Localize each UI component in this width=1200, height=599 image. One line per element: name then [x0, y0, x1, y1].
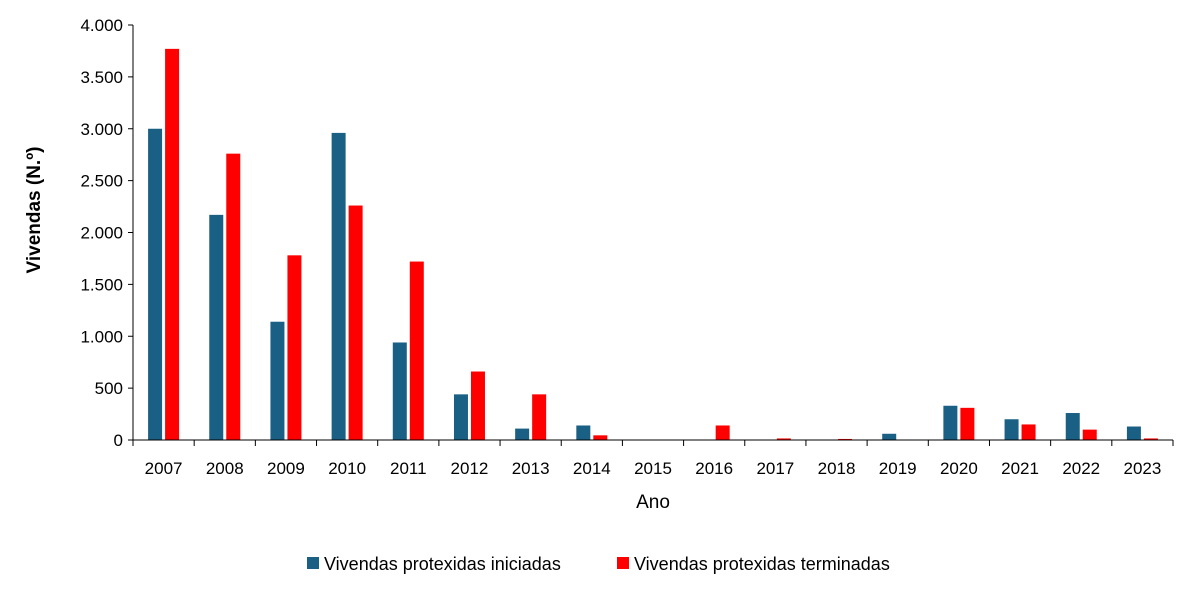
y-tick-label: 2.000	[80, 224, 123, 243]
y-tick-label: 1.000	[80, 327, 123, 346]
bar-iniciadas-2014	[576, 425, 591, 440]
y-tick-label: 3.500	[80, 68, 123, 87]
bar-terminadas-2010	[348, 205, 363, 440]
bar-terminadas-2007	[165, 48, 180, 441]
bar-terminadas-2023	[1143, 438, 1158, 440]
bar-terminadas-2018	[838, 438, 853, 440]
bar-terminadas-2021	[1021, 424, 1036, 440]
bar-terminadas-2013	[532, 394, 547, 440]
x-tick-label-2023: 2023	[1123, 459, 1161, 478]
bar-terminadas-2008	[226, 153, 241, 440]
x-tick-label-2009: 2009	[267, 459, 305, 478]
bar-terminadas-2017	[776, 438, 791, 440]
x-axis-title: Ano	[636, 492, 670, 513]
bar-terminadas-2009	[287, 255, 302, 440]
legend-label-iniciadas: Vivendas protexidas iniciadas	[324, 554, 561, 574]
x-tick-label-2010: 2010	[328, 459, 366, 478]
bar-terminadas-2012	[470, 371, 485, 440]
bar-iniciadas-2011	[392, 342, 407, 440]
y-tick-label: 500	[95, 379, 123, 398]
y-tick-label: 3.000	[80, 120, 123, 139]
bar-iniciadas-2020	[943, 405, 958, 440]
x-tick-label-2015: 2015	[634, 459, 672, 478]
x-tick-label-2007: 2007	[145, 459, 183, 478]
x-tick-label-2014: 2014	[573, 459, 611, 478]
legend-label-terminadas: Vivendas protexidas terminadas	[634, 554, 890, 574]
x-tick-label-2016: 2016	[695, 459, 733, 478]
bar-iniciadas-2021	[1004, 419, 1019, 440]
bar-iniciadas-2022	[1065, 413, 1080, 440]
bar-terminadas-2014	[593, 435, 608, 440]
legend-swatch-iniciadas	[307, 557, 319, 569]
x-tick-label-2018: 2018	[818, 459, 856, 478]
x-tick-label-2021: 2021	[1001, 459, 1039, 478]
bar-iniciadas-2007	[148, 128, 163, 440]
bar-iniciadas-2013	[515, 428, 530, 440]
x-tick-label-2020: 2020	[940, 459, 978, 478]
y-axis-title: Vivendas (N.º)	[24, 147, 45, 274]
x-tick-label-2013: 2013	[512, 459, 550, 478]
labels-layer: 0 500 1.000 1.500 2.000 2.500 3.000 3.500 4.000 2…	[80, 16, 1161, 478]
bar-terminadas-2011	[409, 261, 424, 440]
x-tick-label-2019: 2019	[879, 459, 917, 478]
bar-iniciadas-2009	[270, 321, 285, 440]
legend: Vivendas protexidas iniciadas Vivendas p…	[307, 554, 890, 574]
x-tick-label-2012: 2012	[451, 459, 489, 478]
bar-terminadas-2022	[1082, 429, 1097, 441]
bar-terminadas-2020	[960, 407, 975, 440]
y-tick-label: 1.500	[80, 275, 123, 294]
axes-layer	[128, 24, 1174, 446]
x-tick-label-2011: 2011	[390, 459, 427, 478]
bar-iniciadas-2023	[1126, 426, 1141, 440]
bar-iniciadas-2010	[331, 132, 346, 440]
y-tick-label: 4.000	[80, 16, 123, 35]
legend-swatch-terminadas	[617, 557, 629, 569]
x-tick-label-2017: 2017	[756, 459, 794, 478]
x-tick-label-2008: 2008	[206, 459, 244, 478]
y-tick-label: 2.500	[80, 172, 123, 191]
bar-iniciadas-2008	[209, 214, 224, 440]
x-tick-label-2022: 2022	[1062, 459, 1100, 478]
bar-terminadas-2016	[715, 425, 730, 440]
bars-layer	[148, 48, 1158, 441]
bar-iniciadas-2012	[453, 394, 468, 440]
y-tick-label: 0	[114, 431, 123, 450]
bar-iniciadas-2019	[882, 433, 897, 440]
